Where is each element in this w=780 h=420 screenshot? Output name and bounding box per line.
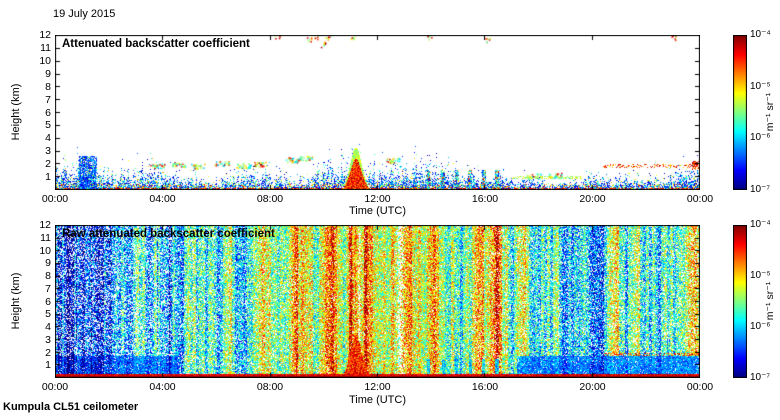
raw-attenuated-backscatter-heatmap bbox=[55, 225, 700, 378]
p2-y-tick-9: 3 bbox=[45, 333, 51, 346]
p1-colorbar-tick-1: 10⁻⁵ bbox=[750, 80, 771, 92]
p2-y-tick-5: 7 bbox=[45, 282, 51, 295]
p1-colorbar-tick-0: 10⁻⁴ bbox=[750, 29, 771, 40]
panel2-xlabel: Time (UTC) bbox=[348, 394, 407, 406]
colorbar-top-unit-label: m⁻¹ sr⁻¹ bbox=[764, 92, 776, 132]
p2-y-tick-3: 9 bbox=[45, 257, 51, 270]
p1-y-tick-4: 8 bbox=[45, 80, 51, 93]
p1-y-tick-1: 11 bbox=[40, 41, 51, 54]
p2-colorbar-tick-3: 10⁻⁷ bbox=[750, 372, 771, 383]
p1-y-tick-6: 6 bbox=[45, 106, 51, 119]
p1-x-tick-5: 20:00 bbox=[579, 193, 606, 205]
p1-y-tick-10: 2 bbox=[45, 158, 51, 171]
p1-y-tick-2: 10 bbox=[39, 54, 51, 67]
attenuated-backscatter-heatmap bbox=[55, 35, 700, 190]
p1-y-tick-0: 12 bbox=[39, 29, 51, 41]
p1-x-tick-1: 04:00 bbox=[149, 193, 176, 205]
p1-y-tick-9: 3 bbox=[45, 145, 51, 158]
p2-y-tick-7: 5 bbox=[45, 308, 51, 321]
p1-y-tick-11: 1 bbox=[45, 171, 51, 184]
p2-y-tick-6: 6 bbox=[45, 295, 51, 308]
p2-x-tick-0: 00:00 bbox=[41, 381, 69, 393]
p2-x-tick-3: 12:00 bbox=[364, 381, 391, 393]
p1-y-tick-5: 7 bbox=[45, 93, 51, 106]
p2-y-tick-10: 2 bbox=[45, 346, 51, 359]
p2-y-tick-11: 1 bbox=[45, 359, 51, 372]
panel1-xlabel: Time (UTC) bbox=[348, 205, 407, 217]
date-label: 19 July 2015 bbox=[53, 8, 116, 20]
p2-colorbar-tick-1: 10⁻⁵ bbox=[750, 270, 771, 281]
p1-x-tick-0: 00:00 bbox=[41, 193, 69, 205]
colorbar-bottom bbox=[733, 225, 747, 378]
p1-x-tick-3: 12:00 bbox=[364, 193, 391, 205]
p2-x-tick-2: 08:00 bbox=[256, 381, 284, 393]
p2-colorbar-tick-0: 10⁻⁴ bbox=[750, 219, 771, 230]
p1-x-tick-2: 08:00 bbox=[256, 193, 284, 205]
p1-y-tick-7: 5 bbox=[45, 119, 51, 132]
colorbar-top bbox=[733, 35, 747, 190]
p2-x-tick-1: 04:00 bbox=[149, 381, 176, 393]
colorbar-bottom-unit-label: m⁻¹ sr⁻¹ bbox=[764, 281, 776, 321]
panel1-title: Attenuated backscatter coefficient bbox=[62, 38, 250, 50]
p2-y-tick-1: 11 bbox=[40, 231, 51, 244]
p1-y-tick-3: 9 bbox=[45, 67, 51, 80]
p1-colorbar-tick-3: 10⁻⁷ bbox=[750, 184, 771, 195]
panel1-ylabel: Height (km) bbox=[10, 83, 22, 141]
p2-colorbar-tick-2: 10⁻⁶ bbox=[750, 321, 771, 332]
instrument-label: Kumpula CL51 ceilometer bbox=[3, 401, 139, 413]
p2-x-tick-6: 00:00 bbox=[686, 381, 714, 393]
panel2-ylabel: Height (km) bbox=[10, 272, 22, 330]
p2-x-tick-5: 20:00 bbox=[579, 381, 606, 393]
p1-x-tick-4: 16:00 bbox=[471, 193, 499, 205]
p2-y-tick-8: 4 bbox=[45, 321, 51, 333]
p1-y-tick-8: 4 bbox=[45, 132, 51, 145]
p1-x-tick-6: 00:00 bbox=[686, 193, 714, 205]
p1-colorbar-tick-2: 10⁻⁶ bbox=[750, 132, 771, 144]
p2-y-tick-2: 10 bbox=[39, 244, 51, 257]
panel2-title: Raw attenuated backscatter coefficient bbox=[62, 228, 275, 240]
p2-y-tick-0: 12 bbox=[39, 219, 51, 231]
p2-x-tick-4: 16:00 bbox=[471, 381, 499, 393]
p2-y-tick-4: 8 bbox=[45, 270, 51, 282]
